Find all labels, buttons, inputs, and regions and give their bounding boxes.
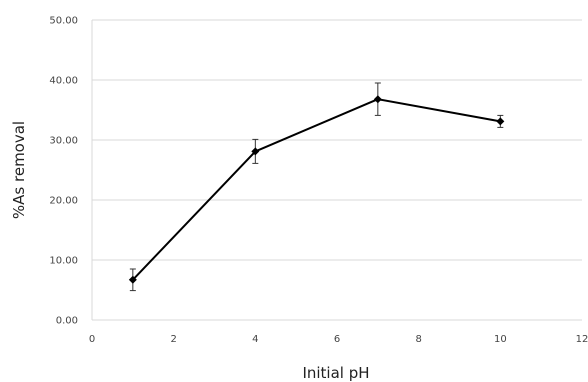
data-point (128, 275, 137, 284)
y-tick-label: 30.00 (49, 136, 78, 147)
x-tick-label: 2 (170, 334, 176, 345)
x-tick-label: 0 (89, 334, 95, 345)
data-point (251, 147, 260, 156)
y-tick-label: 10.00 (49, 256, 78, 267)
y-tick-label: 50.00 (49, 16, 78, 27)
data-point (373, 95, 382, 104)
grid-layer (92, 19, 582, 321)
x-tick-label: 8 (415, 334, 421, 345)
series-line (132, 98, 501, 281)
y-axis-title: %As removal (10, 121, 28, 219)
x-axis-title: Initial pH (302, 364, 369, 382)
data-point (496, 117, 505, 126)
y-tick-label: 0.00 (56, 316, 78, 327)
y-tick-label: 20.00 (49, 196, 78, 207)
x-tick-label: 6 (334, 334, 340, 345)
series-layer (128, 82, 505, 292)
x-tick-label: 4 (252, 334, 258, 345)
y-tick-label: 40.00 (49, 76, 78, 87)
x-tick-label: 10 (494, 334, 507, 345)
x-tick-labels: 0 2 4 6 8 10 12 (89, 334, 588, 345)
x-tick-label: 12 (576, 334, 588, 345)
y-tick-labels: 0.00 10.00 20.00 30.00 40.00 50.00 (49, 16, 78, 327)
